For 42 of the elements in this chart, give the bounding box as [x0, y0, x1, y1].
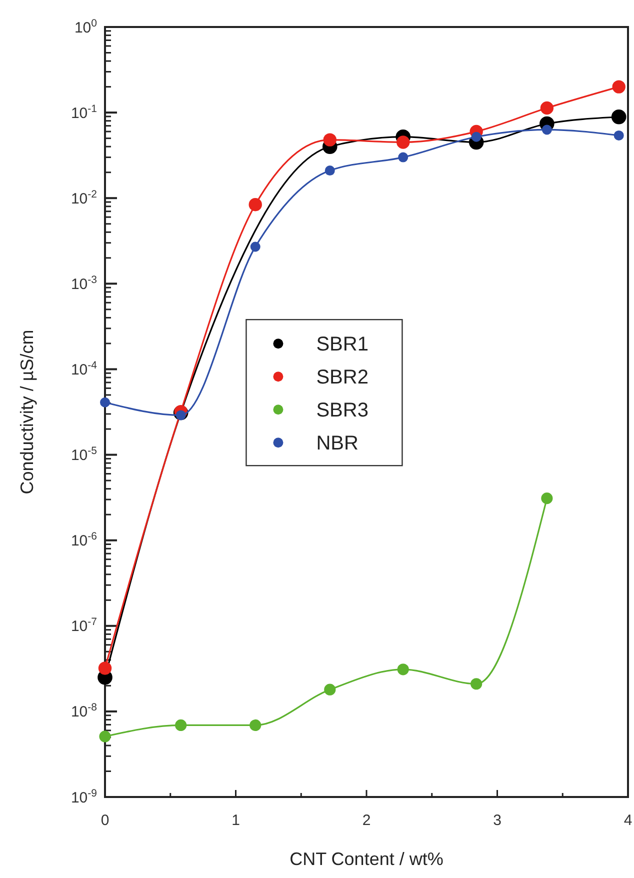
point [175, 719, 187, 732]
x-tick-label: 4 [624, 812, 632, 829]
legend-label: SBR2 [316, 366, 368, 389]
y-tick-label: 10$^{-9}$ [70, 787, 98, 806]
point [100, 397, 110, 408]
x-axis-title: CNT Content / wt% [290, 849, 444, 869]
point [250, 719, 262, 732]
x-tick-label: 1 [232, 812, 240, 829]
point [611, 110, 626, 124]
point [397, 664, 409, 676]
point [396, 136, 410, 149]
y-tick-label: 10$^{-7}$ [70, 616, 98, 636]
y-axis-title: Conductivity / µS/cm [17, 330, 37, 494]
point [99, 730, 111, 742]
point [541, 492, 553, 504]
y-tick-label: 10$^{-2}$ [70, 188, 98, 208]
point [324, 684, 336, 696]
y-tick-label: 10$^{-6}$ [70, 530, 98, 550]
point [98, 662, 112, 675]
y-tick-label: 10$^{-3}$ [70, 274, 98, 293]
point [540, 101, 554, 115]
point [614, 130, 624, 140]
point [323, 133, 336, 146]
legend-label: NBR [316, 432, 358, 455]
x-tick-label: 3 [493, 812, 502, 829]
point [398, 152, 408, 162]
legend-label: SBR1 [316, 334, 368, 356]
legend-label: SBR3 [316, 400, 368, 422]
point [542, 124, 552, 135]
x-tick-label: 0 [100, 812, 110, 829]
point [470, 678, 482, 690]
y-tick-label: 10$^{-4}$ [70, 359, 98, 378]
y-tick-label: 10$^{-5}$ [70, 445, 98, 464]
point [324, 166, 335, 176]
y-tick-label: 10$^{-1}$ [70, 102, 98, 122]
point [248, 198, 262, 212]
y-tick-label: 10$^{-8}$ [70, 702, 98, 721]
point [471, 132, 482, 142]
point [250, 242, 260, 252]
x-tick-label: 2 [362, 812, 371, 829]
point [612, 80, 626, 94]
y-tick-label: 10$^{0}$ [74, 17, 98, 36]
